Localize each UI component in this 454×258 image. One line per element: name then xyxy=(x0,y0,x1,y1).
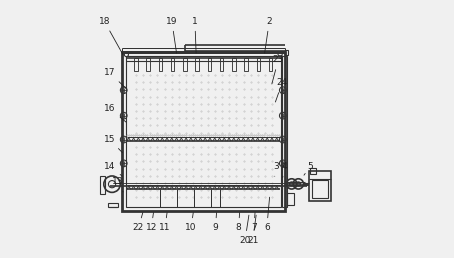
Bar xyxy=(244,58,248,71)
Text: 23: 23 xyxy=(272,55,284,84)
Bar xyxy=(171,58,174,71)
Text: 17: 17 xyxy=(104,68,126,88)
Bar xyxy=(108,203,118,207)
Text: 21: 21 xyxy=(247,215,258,245)
Text: 4: 4 xyxy=(282,162,287,178)
Bar xyxy=(100,176,105,194)
Bar xyxy=(232,58,236,71)
Text: 6: 6 xyxy=(264,197,270,232)
Text: 5: 5 xyxy=(304,162,313,175)
Text: 11: 11 xyxy=(159,213,171,232)
Text: 18: 18 xyxy=(99,17,123,55)
Bar xyxy=(126,56,281,207)
Bar xyxy=(207,58,211,71)
Text: 12: 12 xyxy=(146,213,157,232)
Text: 13: 13 xyxy=(112,177,123,192)
Bar xyxy=(282,56,287,207)
Bar xyxy=(146,58,150,71)
Text: 20: 20 xyxy=(239,215,251,245)
Bar xyxy=(257,58,260,71)
Bar xyxy=(269,58,272,71)
Bar xyxy=(287,193,294,205)
Text: 24: 24 xyxy=(276,78,288,102)
Bar xyxy=(220,58,223,71)
Text: 8: 8 xyxy=(236,213,242,232)
Bar xyxy=(134,58,138,71)
Bar xyxy=(285,50,288,55)
Text: 14: 14 xyxy=(104,162,122,176)
Bar xyxy=(312,180,328,198)
Text: 22: 22 xyxy=(133,213,144,232)
Text: 16: 16 xyxy=(104,104,126,122)
Bar xyxy=(158,58,162,71)
Bar xyxy=(195,58,199,71)
Text: 19: 19 xyxy=(166,17,178,53)
Text: 15: 15 xyxy=(104,135,123,153)
Text: 9: 9 xyxy=(212,213,218,232)
Bar xyxy=(309,171,331,201)
Text: 7: 7 xyxy=(251,213,257,232)
Text: 1: 1 xyxy=(192,17,198,53)
Bar xyxy=(122,52,285,211)
Text: 3: 3 xyxy=(273,162,279,176)
Bar xyxy=(311,168,316,174)
Text: 2: 2 xyxy=(265,17,272,53)
Bar xyxy=(183,58,187,71)
Text: 10: 10 xyxy=(185,213,197,232)
